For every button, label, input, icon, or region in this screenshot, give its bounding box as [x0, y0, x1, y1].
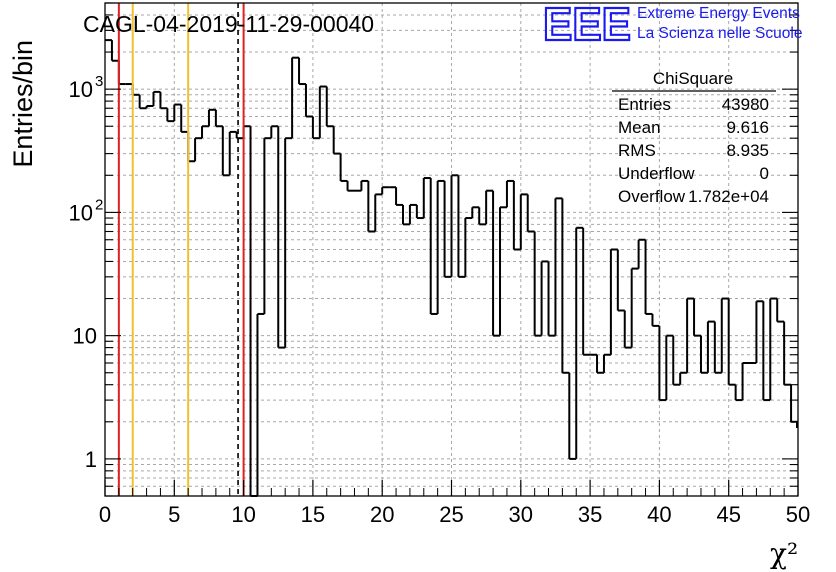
stats-entries-label: Entries	[618, 95, 671, 114]
y-tick-label: 10	[69, 77, 93, 102]
eee-logo-line2: La Scienza nelle Scuole	[637, 25, 802, 42]
stats-overflow-value: 1.782e+04	[688, 187, 769, 206]
y-tick-label-exponent: 3	[95, 73, 103, 90]
x-axis-label: χ²	[770, 537, 798, 570]
stats-mean-value: 9.616	[726, 118, 769, 137]
stats-mean-label: Mean	[618, 118, 661, 137]
stats-underflow-value: 0	[760, 164, 769, 183]
grid	[105, 3, 798, 496]
x-tick-label: 15	[301, 502, 325, 527]
x-tick-label: 40	[647, 502, 671, 527]
stats-rms-value: 8.935	[726, 141, 769, 160]
stats-rms-label: RMS	[618, 141, 656, 160]
eee-logo-line1: Extreme Energy Events	[637, 5, 800, 22]
x-tick-label: 20	[370, 502, 394, 527]
y-tick-label: 10	[73, 324, 97, 349]
eee-logo: EEE Extreme Energy Events La Scienza nel…	[542, 0, 803, 51]
y-axis-label: Entries/bin	[8, 40, 38, 168]
y-tick-label-exponent: 2	[95, 196, 103, 213]
x-tick-label: 25	[439, 502, 463, 527]
x-tick-label: 30	[509, 502, 533, 527]
x-tick-label: 5	[168, 502, 180, 527]
x-tick-label: 0	[99, 502, 111, 527]
stats-overflow-label: Overflow	[618, 187, 686, 206]
x-tick-label: 35	[578, 502, 602, 527]
eee-logo-mark: EEE	[543, 0, 631, 50]
stats-entries-value: 43980	[722, 95, 769, 114]
vertical-marker-lines	[117, 3, 245, 496]
y-tick-label: 10	[69, 200, 93, 225]
stats-box: ChiSquare Entries 43980 Mean 9.616 RMS 8…	[612, 69, 776, 206]
stats-underflow-label: Underflow	[618, 164, 695, 183]
x-tick-label: 50	[786, 502, 810, 527]
x-tick-label: 10	[231, 502, 255, 527]
x-tick-label: 45	[716, 502, 740, 527]
stats-box-title: ChiSquare	[653, 69, 733, 88]
chart-title: CAGL-04-2019-11-29-00040	[83, 11, 374, 37]
y-tick-label: 1	[85, 447, 97, 472]
histogram-bins	[105, 39, 798, 497]
